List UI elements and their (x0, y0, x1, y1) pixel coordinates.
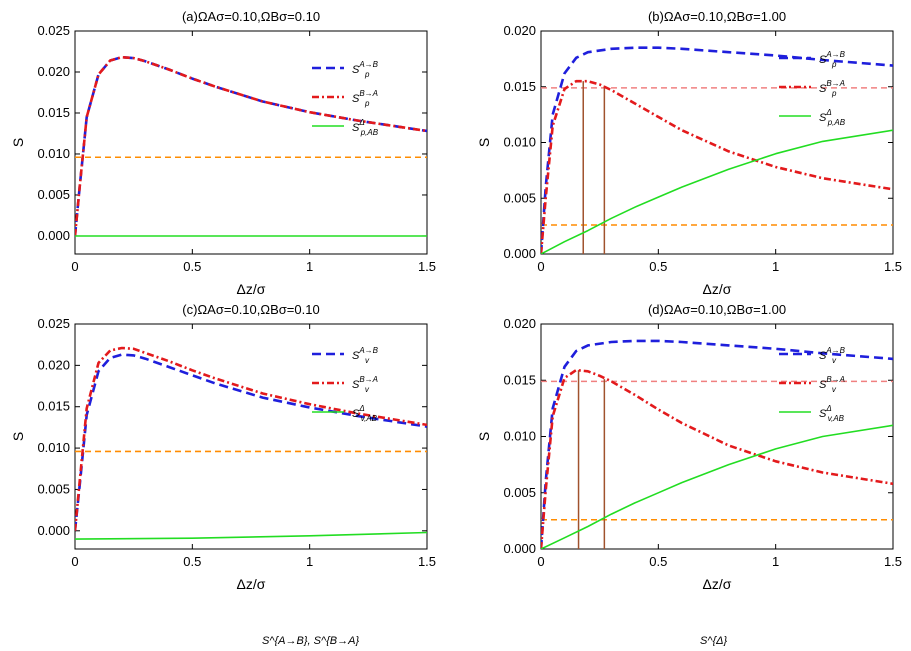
plot-frame (74, 30, 428, 255)
series-line-3 (541, 424, 893, 549)
series-line-3 (541, 129, 893, 254)
x-tick-label: 0.5 (649, 554, 667, 569)
x-tick-label: 1.5 (418, 554, 436, 569)
y-tick-label: 0.015 (503, 372, 536, 387)
y-tick-label: 0.015 (37, 399, 70, 414)
x-tick-label: 0 (71, 259, 78, 274)
chart-panel-c: (c)ΩAσ=0.10,ΩBσ=0.10 0.000 0.005 0.010 0.015… (10, 302, 436, 592)
series-line-1 (541, 46, 893, 254)
x-tick-label: 0.5 (649, 259, 667, 274)
plot-area (541, 339, 893, 549)
legend: SA→B p SB→A p SΔ p,AB (779, 50, 846, 127)
y-tick-label: 0.025 (37, 316, 70, 331)
x-tick-label: 1 (306, 259, 313, 274)
y-tick-label: 0.025 (37, 23, 70, 38)
chart-panel-b: (b)ΩAσ=0.10,ΩBσ=1.00 0.000 0.005 0.010 0.015… (476, 9, 902, 297)
y-tick-label: 0.010 (503, 429, 536, 444)
y-tick-label: 0.005 (37, 187, 70, 202)
legend-label: SB→A v (819, 375, 845, 394)
x-tick-label: 1 (772, 259, 779, 274)
legend-label: SΔ v,AB (819, 404, 845, 423)
y-tick-label: 0.010 (37, 146, 70, 161)
x-tick-label: 0.5 (183, 259, 201, 274)
y-tick-label: 0.005 (503, 190, 536, 205)
chart-title: (c)ΩAσ=0.10,ΩBσ=0.10 (182, 302, 319, 317)
x-tick-label: 1.5 (884, 554, 902, 569)
plot-area (75, 55, 427, 237)
series-line-1 (541, 339, 893, 549)
plot-area (75, 346, 427, 540)
chart-panel-a: (a)ΩAσ=0.10,ΩBσ=0.10 0.000 0.005 0.010 0.015… (10, 9, 436, 297)
x-tick-label: 1 (772, 554, 779, 569)
x-tick-label: 1.5 (418, 259, 436, 274)
chart-title: (a)ΩAσ=0.10,ΩBσ=0.10 (182, 9, 320, 24)
legend-label: SA→B v (819, 346, 846, 365)
y-tick-label: 0.020 (37, 357, 70, 372)
legend-label: SA→B v (352, 346, 379, 365)
series-line-3 (75, 531, 427, 540)
legend: SA→B v SB→A v SΔ v,AB (312, 346, 379, 423)
legend: SA→B p SB→A p SΔ p,AB (312, 60, 379, 137)
y-tick-label: 0.015 (37, 105, 70, 120)
x-tick-label: 1.5 (884, 259, 902, 274)
y-tick-label: 0.010 (37, 440, 70, 455)
series-line-2 (75, 346, 427, 531)
legend-label: SA→B p (819, 50, 846, 69)
series-line-1 (75, 55, 427, 237)
x-axis-label: Δz/σ (237, 576, 266, 592)
legend-label: SB→A p (352, 89, 378, 108)
y-tick-label: 0.005 (37, 481, 70, 496)
legend-label: SΔ p,AB (352, 118, 379, 137)
y-axis-label: S (476, 432, 492, 441)
x-tick-label: 0.5 (183, 554, 201, 569)
legend: SA→B v SB→A v SΔ v,AB (779, 346, 846, 423)
legend-label: SA→B p (352, 60, 379, 79)
x-axis-label: Δz/σ (703, 576, 732, 592)
y-tick-label: 0.000 (503, 246, 536, 261)
chart-title: (d)ΩAσ=0.10,ΩBσ=1.00 (648, 302, 786, 317)
y-tick-label: 0.020 (37, 64, 70, 79)
x-tick-label: 1 (306, 554, 313, 569)
y-tick-label: 0.010 (503, 135, 536, 150)
x-axis-label: Δz/σ (703, 281, 732, 297)
series-line-1 (75, 353, 427, 531)
legend-label: SΔ p,AB (819, 108, 846, 127)
y-axis-label: S (476, 138, 492, 147)
y-axis-label: S (10, 138, 26, 147)
x-tick-label: 0 (537, 554, 544, 569)
plot-frame (74, 323, 428, 550)
chart-panel-d: (d)ΩAσ=0.10,ΩBσ=1.00 0.000 0.005 0.010 0.015… (476, 302, 902, 592)
y-tick-label: 0.015 (503, 79, 536, 94)
x-axis-label: Δz/σ (237, 281, 266, 297)
plot-frame (540, 323, 894, 550)
series-line-2 (75, 55, 427, 237)
y-tick-label: 0.005 (503, 485, 536, 500)
legend-label: SΔ v,AB (352, 404, 378, 423)
caption-fragments: S^{A→B}, S^{B→A} S^{Δ} (262, 635, 728, 647)
y-tick-label: 0.000 (37, 523, 70, 538)
y-tick-label: 0.000 (503, 541, 536, 556)
x-tick-label: 0 (71, 554, 78, 569)
plot-frame (540, 30, 894, 255)
chart-title: (b)ΩAσ=0.10,ΩBσ=1.00 (648, 9, 786, 24)
series-line-2 (541, 368, 893, 549)
caption-right: S^{Δ} (700, 635, 728, 646)
caption-left: S^{A→B}, S^{B→A} (262, 635, 359, 646)
series-line-2 (541, 79, 893, 254)
x-tick-label: 0 (537, 259, 544, 274)
y-axis-label: S (10, 432, 26, 441)
plot-area (541, 46, 893, 254)
y-tick-label: 0.020 (503, 23, 536, 38)
legend-label: SB→A v (352, 375, 378, 394)
legend-label: SB→A p (819, 79, 845, 98)
y-tick-label: 0.020 (503, 316, 536, 331)
y-tick-label: 0.000 (37, 228, 70, 243)
